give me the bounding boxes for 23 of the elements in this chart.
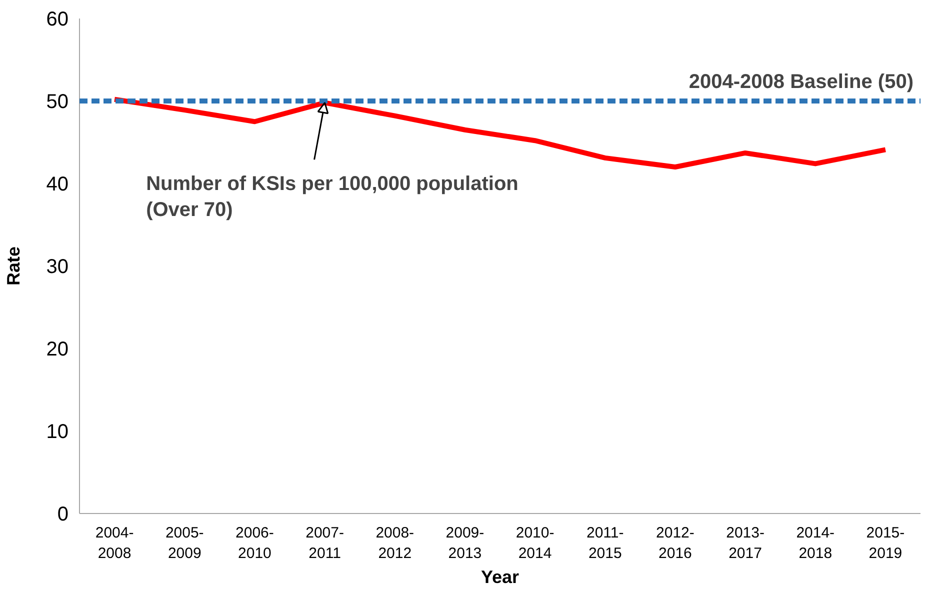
y-tick-label: 10 (46, 421, 69, 443)
y-tick-label: 60 (46, 8, 69, 30)
x-tick-label: 2014-2018 (796, 524, 835, 562)
y-axis-title: Rate (3, 246, 24, 286)
x-axis-title: Year (480, 566, 520, 587)
x-tick-label: 2005-2009 (165, 524, 204, 562)
x-tick-label: 2009-2013 (446, 524, 484, 562)
x-tick-label: 2004-2008 (95, 524, 134, 562)
x-tick-label: 2010-2014 (516, 524, 554, 562)
y-tick-label: 30 (46, 256, 69, 278)
y-tick-label: 40 (46, 174, 69, 196)
y-tick-label: 20 (46, 338, 69, 360)
y-tick-label: 50 (46, 91, 69, 113)
x-tick-label: 2006-2010 (236, 524, 274, 562)
y-tick-label: 0 (57, 504, 68, 526)
x-tick-label: 2013-2017 (726, 524, 764, 562)
ref-line-label: 2004-2008 Baseline (50) (688, 71, 914, 93)
x-tick-label: 2015-2019 (866, 524, 905, 562)
x-tick-label: 2011-2015 (586, 524, 624, 562)
x-tick-label: 2007-2011 (306, 524, 344, 562)
x-tick-label: 2008-2012 (376, 524, 414, 562)
annotation: Number of KSIs per 100,000 population (Over 70) (146, 172, 518, 222)
x-tick-label: 2012-2016 (656, 524, 694, 562)
